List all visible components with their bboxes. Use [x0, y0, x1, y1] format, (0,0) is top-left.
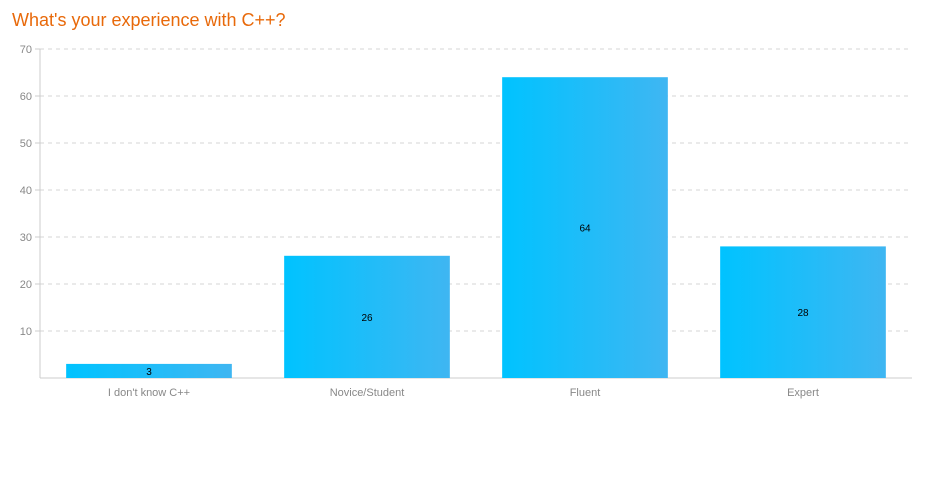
- grid-lines: [40, 48, 912, 332]
- x-tick-label: I don't know C++: [108, 387, 190, 399]
- bar: [720, 246, 886, 378]
- data-label: 26: [361, 313, 373, 324]
- bar: [66, 363, 232, 378]
- data-label: 28: [797, 308, 809, 319]
- y-tick-label: 70: [20, 44, 32, 56]
- bar: [284, 255, 450, 378]
- data-label: 3: [146, 367, 152, 378]
- x-tick-label: Expert: [787, 387, 819, 399]
- x-tick-label: Fluent: [570, 387, 601, 399]
- y-tick-label: 40: [20, 185, 32, 197]
- x-tick-label: Novice/Student: [330, 387, 405, 399]
- labels: 10 20 30 40 50 60 70 3 I don't know C++ 26 Novice/…: [20, 44, 819, 399]
- y-tick-label: 50: [20, 138, 32, 150]
- data-label: 64: [579, 224, 591, 235]
- y-tick-label: 60: [20, 91, 32, 103]
- y-tick-label: 30: [20, 232, 32, 244]
- y-tick-label: 10: [20, 326, 32, 338]
- bar: [502, 77, 668, 378]
- chart-title: What's your experience with C++?: [12, 10, 286, 30]
- y-tick-label: 20: [20, 279, 32, 291]
- bars: [66, 77, 886, 378]
